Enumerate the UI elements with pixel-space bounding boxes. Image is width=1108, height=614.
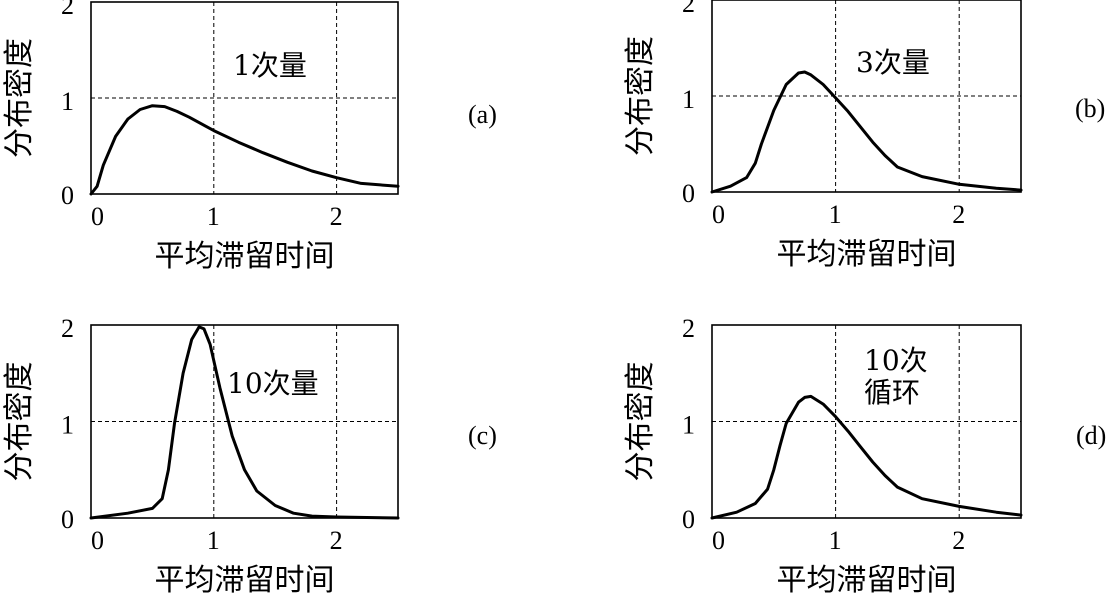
- y-tick-label: 0: [682, 179, 695, 208]
- x-tick-label: 1: [207, 202, 220, 231]
- y-tick-label: 0: [682, 505, 695, 534]
- chart-panel-b: 0 1 2 0 1 2 平均滞留时间 分布密度 3次量 (b): [623, 0, 1105, 272]
- curve-annotation: 循环: [864, 376, 920, 409]
- curve-annotation: 3次量: [856, 46, 930, 79]
- y-tick-label: 2: [61, 0, 74, 20]
- x-axis-label: 平均滞留时间: [155, 563, 335, 598]
- y-axis-label: 分布密度: [623, 36, 658, 156]
- curve-annotation: 10次: [864, 344, 928, 377]
- x-tick-label: 1: [829, 526, 842, 555]
- chart-panel-c: 0 1 2 0 1 2 平均滞留时间 分布密度 10次量 (c): [2, 314, 497, 598]
- y-tick-label: 1: [61, 411, 74, 440]
- x-tick-label: 2: [330, 202, 343, 231]
- curve-annotation: 10次量: [227, 367, 319, 400]
- x-tick-label: 1: [829, 200, 842, 229]
- x-tick-label: 2: [952, 200, 965, 229]
- panel-label: (d): [1076, 421, 1106, 450]
- y-tick-label: 2: [682, 0, 695, 18]
- curve-annotation: 1次量: [233, 49, 307, 82]
- density-curve: [89, 325, 400, 520]
- x-axis-label: 平均滞留时间: [777, 563, 957, 598]
- x-tick-label: 0: [712, 526, 725, 555]
- y-tick-label: 1: [682, 85, 695, 114]
- panel-label: (c): [468, 421, 497, 450]
- density-curve: [89, 104, 400, 196]
- density-curve: [710, 70, 1023, 194]
- y-tick-label: 1: [682, 411, 695, 440]
- y-tick-label: 2: [61, 314, 74, 343]
- x-tick-label: 0: [712, 200, 725, 229]
- y-tick-label: 0: [61, 181, 74, 210]
- y-axis-label: 分布密度: [2, 362, 37, 482]
- x-axis-label: 平均滞留时间: [777, 237, 957, 272]
- density-curve: [710, 394, 1023, 520]
- y-axis-label: 分布密度: [2, 38, 37, 158]
- panel-label: (b): [1075, 94, 1105, 123]
- chart-panel-a: 0 1 2 0 1 2 平均滞留时间 分布密度 1次量 (a): [2, 0, 497, 274]
- y-tick-label: 2: [682, 314, 695, 343]
- y-tick-label: 0: [61, 505, 74, 534]
- x-tick-label: 2: [330, 526, 343, 555]
- x-tick-label: 1: [207, 526, 220, 555]
- y-tick-label: 1: [61, 87, 74, 116]
- panel-label: (a): [468, 100, 497, 129]
- y-axis-label: 分布密度: [623, 362, 658, 482]
- x-tick-label: 0: [91, 202, 104, 231]
- x-tick-label: 2: [952, 526, 965, 555]
- x-tick-label: 0: [91, 526, 104, 555]
- x-axis-label: 平均滞留时间: [155, 239, 335, 274]
